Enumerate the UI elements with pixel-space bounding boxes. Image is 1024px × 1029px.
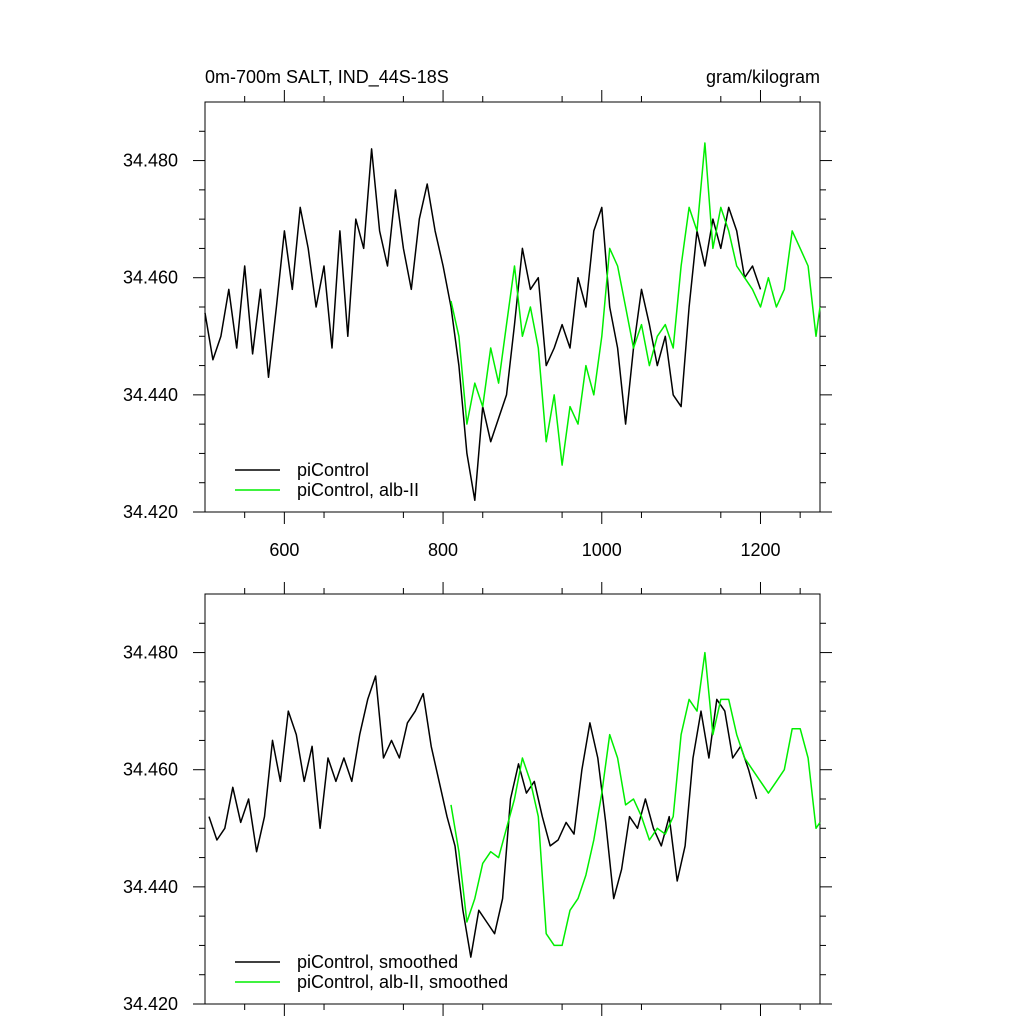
bottom-series-0 [208,675,758,958]
top-panel: 0m-700m SALT, IND_44S-18S gram/kilogram … [123,67,832,560]
top-plot-frame [204,101,821,513]
bottom-ytick-label-3: 34.480 [123,643,178,663]
top-xtick-label-3: 1200 [740,540,780,560]
top-ytick-label-0: 34.420 [123,502,178,522]
bottom-ticks: 34.420 34.440 34.460 34.480 [123,582,832,1016]
bottom-series-1 [450,651,821,947]
top-xtick-label-2: 1000 [582,540,622,560]
top-series-0 [204,148,762,502]
bottom-plot-frame [204,593,821,1005]
bottom-ytick-label-2: 34.460 [123,760,178,780]
top-title-right: gram/kilogram [706,67,820,87]
bottom-legend-label-alb: piControl, alb-II, smoothed [297,972,508,992]
top-series-1 [450,142,821,466]
top-legend-label-picontrol: piControl [297,460,369,480]
bottom-legend: piControl, smoothed piControl, alb-II, s… [235,952,508,992]
bottom-legend-label-picontrol: piControl, smoothed [297,952,458,972]
top-ytick-label-3: 34.480 [123,151,178,171]
bottom-ytick-label-1: 34.440 [123,877,178,897]
top-legend: piControl piControl, alb-II [235,460,419,500]
top-ytick-label-2: 34.460 [123,268,178,288]
top-title-left: 0m-700m SALT, IND_44S-18S [205,67,449,88]
top-xtick-label-0: 600 [269,540,299,560]
bottom-series-lines [208,651,821,958]
top-xtick-label-1: 800 [428,540,458,560]
bottom-panel: 34.420 34.440 34.460 34.480 piControl, smoo… [123,582,832,1016]
top-series-lines [204,142,821,502]
bottom-ytick-label-0: 34.420 [123,994,178,1014]
top-legend-label-alb: piControl, alb-II [297,480,419,500]
top-ytick-label-1: 34.440 [123,385,178,405]
top-ticks: 600 800 1000 1200 34.420 34.440 34.460 34.480 [123,90,832,560]
